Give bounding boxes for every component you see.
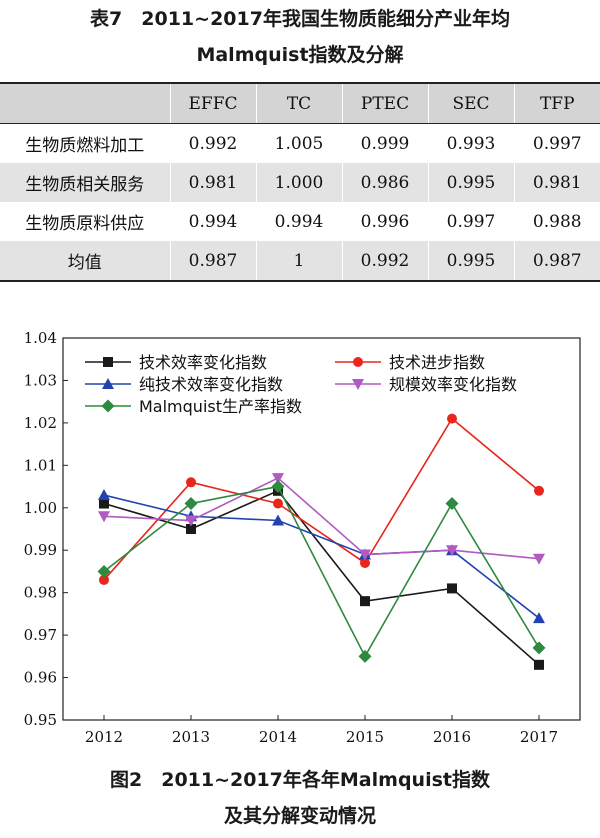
legend-label: Malmquist生产率指数 bbox=[139, 397, 302, 416]
data-point bbox=[186, 524, 196, 534]
header-cell: TFP bbox=[513, 82, 600, 124]
y-tick-label: 0.98 bbox=[24, 584, 57, 602]
x-tick-label: 2014 bbox=[259, 728, 297, 746]
data-point bbox=[184, 497, 198, 511]
table-cell: 1.000 bbox=[255, 163, 342, 202]
data-point bbox=[447, 413, 457, 424]
legend-marker bbox=[352, 379, 364, 390]
legend-label: 规模效率变化指数 bbox=[389, 375, 517, 394]
legend-marker bbox=[102, 378, 114, 389]
figure-caption-line2: 及其分解变动情况 bbox=[223, 805, 376, 827]
x-tick-label: 2017 bbox=[520, 728, 558, 746]
table-cell: 0.997 bbox=[427, 202, 514, 241]
plot-frame bbox=[62, 337, 581, 721]
header-cell bbox=[0, 82, 170, 124]
data-point bbox=[360, 596, 370, 607]
data-point bbox=[273, 498, 283, 509]
table-cell: 0.994 bbox=[255, 202, 342, 241]
data-point bbox=[98, 489, 110, 501]
table-cell: 0.992 bbox=[341, 241, 428, 282]
legend-label: 技术效率变化指数 bbox=[139, 353, 267, 372]
table-cell: 0.987 bbox=[513, 241, 600, 282]
data-point bbox=[97, 564, 111, 578]
table-cell: 0.981 bbox=[513, 163, 600, 202]
series-line-1 bbox=[103, 489, 540, 666]
y-tick-label: 0.99 bbox=[24, 541, 57, 559]
data-point bbox=[533, 553, 545, 565]
data-point bbox=[533, 612, 545, 624]
data-point bbox=[271, 480, 285, 494]
table-cell: 0.981 bbox=[169, 163, 256, 202]
row-label: 生物质原料供应 bbox=[25, 214, 145, 234]
table-cell: 0.995 bbox=[427, 163, 514, 202]
series-line-5 bbox=[103, 485, 540, 659]
data-point bbox=[185, 515, 197, 527]
legend-label: 技术进步指数 bbox=[389, 353, 485, 372]
row-label: 生物质相关服务 bbox=[25, 175, 145, 195]
legend-marker bbox=[101, 399, 115, 413]
y-tick-label: 1.00 bbox=[24, 499, 57, 517]
y-tick-label: 0.97 bbox=[24, 626, 57, 644]
data-point bbox=[446, 545, 458, 557]
legend-label: 纯技术效率变化指数 bbox=[139, 375, 283, 394]
table-row: 均值 0.987 1 0.992 0.995 0.987 bbox=[0, 241, 600, 282]
row-label: 均值 bbox=[0, 241, 170, 282]
data-point bbox=[272, 514, 284, 526]
header-cell: TC bbox=[255, 82, 342, 124]
x-tick-label: 2015 bbox=[346, 728, 384, 746]
table-row: 生物质燃料加工 0.992 1.005 0.999 0.993 0.997 bbox=[0, 123, 600, 163]
data-point bbox=[272, 473, 284, 485]
malmquist-line-chart: 0.95 0.96 0.97 0.98 0.99 1.00 1.01 1.02 1.03 1.04… bbox=[24, 329, 581, 746]
data-point bbox=[534, 659, 544, 670]
table-cell: 0.992 bbox=[169, 123, 256, 163]
legend-marker bbox=[103, 357, 113, 367]
table-cell: 0.999 bbox=[341, 123, 428, 163]
table-cell: 0.995 bbox=[427, 241, 514, 282]
table-cell: 1.005 bbox=[255, 123, 342, 163]
y-tick-label: 1.02 bbox=[24, 414, 57, 432]
y-tick-label: 1.04 bbox=[24, 329, 57, 347]
y-tick-label: 0.96 bbox=[24, 669, 57, 687]
data-point bbox=[358, 649, 372, 663]
data-point bbox=[98, 511, 110, 523]
table-cell: 0.997 bbox=[513, 123, 600, 163]
table-row: 生物质相关服务 0.981 1.000 0.986 0.995 0.981 bbox=[0, 163, 600, 202]
legend-marker bbox=[353, 357, 363, 367]
figure-caption-line1: 图2 2011~2017年各年Malmquist指数 bbox=[110, 769, 490, 791]
y-tick-label: 1.01 bbox=[24, 456, 57, 474]
table-cell: 0.996 bbox=[341, 202, 428, 241]
table-cell: 0.993 bbox=[427, 123, 514, 163]
data-point bbox=[445, 497, 459, 511]
x-tick-label: 2013 bbox=[172, 728, 210, 746]
table-cell: 0.987 bbox=[169, 241, 256, 282]
y-tick-label: 1.03 bbox=[24, 371, 57, 389]
table-header-row: EFFC TC PTEC SEC TFP bbox=[0, 82, 600, 124]
table-caption-line1: 表7 2011~2017年我国生物质能细分产业年均 bbox=[90, 8, 510, 30]
table-row: 生物质原料供应 0.994 0.994 0.996 0.997 0.988 bbox=[0, 202, 600, 241]
data-point bbox=[534, 485, 544, 496]
header-cell: SEC bbox=[427, 82, 514, 124]
x-tick-label: 2016 bbox=[433, 728, 471, 746]
y-tick-label: 0.95 bbox=[24, 711, 57, 729]
table-cell: 0.986 bbox=[341, 163, 428, 202]
table-cell: 1 bbox=[255, 241, 342, 282]
row-label: 生物质燃料加工 bbox=[25, 136, 145, 156]
header-cell: EFFC bbox=[169, 82, 256, 124]
malmquist-table: EFFC TC PTEC SEC TFP 生物质燃料加工 0.992 1.005… bbox=[0, 82, 600, 282]
data-point bbox=[359, 549, 371, 561]
data-point bbox=[99, 498, 109, 509]
series-line-2 bbox=[103, 417, 540, 581]
x-tick-label: 2012 bbox=[85, 728, 123, 746]
data-point bbox=[532, 641, 546, 655]
table-caption-line2: Malmquist指数及分解 bbox=[196, 44, 404, 66]
table-cell: 0.988 bbox=[513, 202, 600, 241]
data-point bbox=[186, 477, 196, 488]
data-point bbox=[99, 574, 109, 585]
series-line-3 bbox=[103, 494, 540, 619]
data-point bbox=[447, 583, 457, 594]
table-cell: 0.994 bbox=[169, 202, 256, 241]
series-line-4 bbox=[103, 477, 540, 560]
data-point bbox=[360, 557, 370, 568]
header-cell: PTEC bbox=[341, 82, 428, 124]
